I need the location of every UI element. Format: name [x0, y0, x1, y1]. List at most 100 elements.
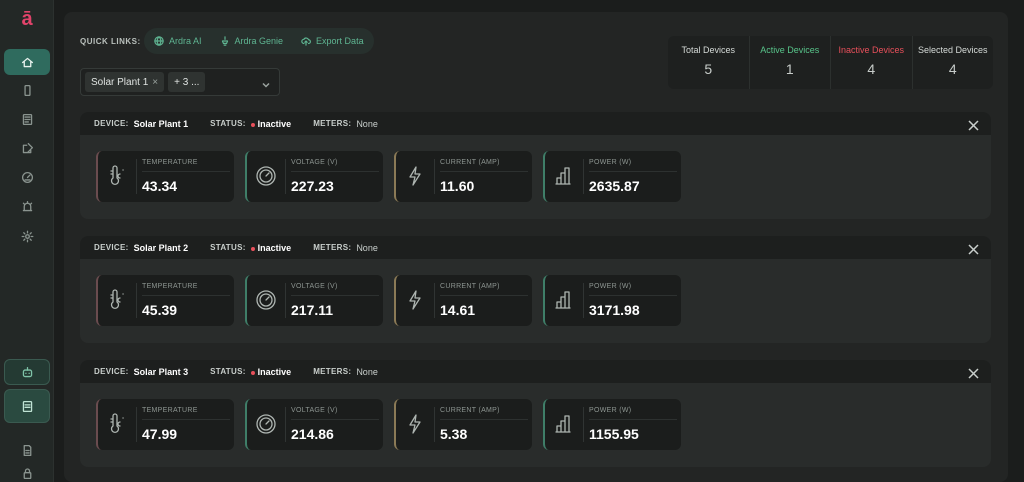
device-key: DEVICE:	[94, 367, 129, 376]
file-icon	[23, 444, 31, 456]
metric-label: VOLTAGE (V)	[291, 159, 338, 166]
stat-label: Active Devices	[760, 45, 820, 55]
home-icon	[21, 57, 33, 67]
device-stats: Total Devices 5 Active Devices 1 Inactiv…	[668, 36, 993, 89]
sidebar: ā	[0, 0, 54, 482]
metric-value: 45.39	[142, 302, 178, 318]
metric-label: CURRENT (AMP)	[440, 283, 500, 290]
meters-key: METERS:	[313, 119, 352, 128]
nav-alarms[interactable]	[4, 193, 50, 219]
quick-link-label: Ardra AI	[169, 36, 202, 46]
stat-active-devices: Active Devices 1	[750, 36, 831, 89]
nav-reports[interactable]	[4, 106, 50, 132]
nav-assistant[interactable]	[4, 359, 50, 385]
edit-icon	[22, 142, 33, 153]
metric-value: 14.61	[440, 302, 476, 318]
bar-chart-icon	[552, 288, 576, 312]
quick-links-label: QUICK LINKS:	[80, 37, 141, 46]
stat-inactive-devices: Inactive Devices 4	[831, 36, 913, 89]
bar-chart-icon	[552, 412, 576, 436]
quick-link-label: Export Data	[316, 36, 364, 46]
nav-lock[interactable]	[4, 460, 50, 482]
document-icon	[22, 113, 32, 125]
metric-voltage: VOLTAGE (V) 214.86	[245, 399, 383, 450]
gauge-icon	[254, 412, 278, 436]
close-icon[interactable]	[968, 118, 979, 131]
lightning-icon	[403, 412, 427, 436]
bar-chart-icon	[552, 164, 576, 188]
metric-value: 2635.87	[589, 178, 640, 194]
status-value: Inactive	[257, 118, 292, 129]
thermometer-icon	[105, 288, 129, 312]
metric-label: TEMPERATURE	[142, 283, 198, 290]
gauge-icon	[254, 288, 278, 312]
metric-value: 43.34	[142, 178, 178, 194]
metric-current: CURRENT (AMP) 11.60	[394, 151, 532, 202]
chip-remove-icon[interactable]: ×	[152, 76, 159, 88]
genie-icon	[221, 36, 228, 46]
status-value: Inactive	[257, 366, 292, 377]
metric-temperature: TEMPERATURE 45.39	[96, 275, 234, 326]
metric-label: VOLTAGE (V)	[291, 407, 338, 414]
nav-dashboard[interactable]	[4, 164, 50, 190]
stat-value: 4	[867, 61, 876, 77]
device-card: DEVICE: Solar Plant 2 STATUS: Inactive M…	[80, 236, 991, 343]
metric-value: 227.23	[291, 178, 334, 194]
device-key: DEVICE:	[94, 243, 129, 252]
close-icon[interactable]	[968, 366, 979, 379]
metric-power: POWER (W) 3171.98	[543, 275, 681, 326]
nav-report-view[interactable]	[4, 389, 50, 423]
metric-value: 217.11	[291, 302, 334, 318]
main-panel: QUICK LINKS: Ardra AI Ardra Genie Export…	[64, 12, 1008, 482]
nav-home[interactable]	[4, 49, 50, 75]
metric-current: CURRENT (AMP) 5.38	[394, 399, 532, 450]
quick-link-export-data[interactable]: Export Data	[301, 36, 364, 46]
nav-settings[interactable]	[4, 223, 50, 249]
metrics-row: TEMPERATURE 45.39 VOLTAGE (V) 217.11 CUR…	[96, 275, 681, 326]
metric-label: TEMPERATURE	[142, 407, 198, 414]
stat-label: Selected Devices	[917, 45, 988, 55]
more-devices-chip[interactable]: + 3 ...	[168, 72, 206, 92]
globe-icon	[154, 36, 164, 46]
device-name: Solar Plant 3	[133, 366, 189, 377]
device-key: DEVICE:	[94, 119, 129, 128]
device-multiselect[interactable]: Solar Plant 1 × + 3 ...	[80, 68, 280, 96]
stat-selected-devices: Selected Devices 4	[913, 36, 994, 89]
stat-label: Total Devices	[681, 45, 736, 55]
metric-value: 11.60	[440, 178, 475, 194]
status-dot-icon	[250, 122, 255, 127]
selected-device-chip: Solar Plant 1 ×	[85, 72, 165, 92]
meters-value: None	[356, 366, 378, 377]
app-logo[interactable]: ā	[21, 8, 33, 30]
metric-value: 47.99	[142, 426, 178, 442]
status-badge: Inactive	[250, 243, 291, 253]
metric-label: VOLTAGE (V)	[291, 283, 338, 290]
status-dot-icon	[250, 246, 255, 251]
metric-value: 214.86	[291, 426, 334, 442]
lightning-icon	[403, 164, 427, 188]
device-card-header: DEVICE: Solar Plant 2 STATUS: Inactive M…	[80, 236, 991, 259]
nav-edit[interactable]	[4, 135, 50, 161]
meters-value: None	[356, 242, 378, 253]
metric-label: POWER (W)	[589, 283, 632, 290]
quick-link-ardra-ai[interactable]: Ardra AI	[154, 36, 202, 46]
report-icon	[22, 400, 32, 412]
nav-devices[interactable]	[4, 77, 50, 103]
chip-label: Solar Plant 1	[91, 76, 149, 88]
quick-link-ardra-genie[interactable]: Ardra Genie	[220, 36, 284, 46]
status-key: STATUS:	[210, 119, 246, 128]
close-icon[interactable]	[968, 242, 979, 255]
device-card-header: DEVICE: Solar Plant 3 STATUS: Inactive M…	[80, 360, 991, 383]
device-name: Solar Plant 1	[133, 118, 189, 129]
phone-icon	[23, 84, 31, 96]
chevron-down-icon[interactable]	[261, 77, 271, 88]
metric-voltage: VOLTAGE (V) 217.11	[245, 275, 383, 326]
nav-files[interactable]	[4, 437, 50, 463]
quick-link-label: Ardra Genie	[234, 36, 284, 46]
metric-label: POWER (W)	[589, 159, 632, 166]
stat-value: 1	[785, 61, 794, 77]
stat-value: 4	[948, 61, 957, 77]
alarm-icon	[22, 200, 32, 211]
metric-value: 3171.98	[589, 302, 640, 318]
